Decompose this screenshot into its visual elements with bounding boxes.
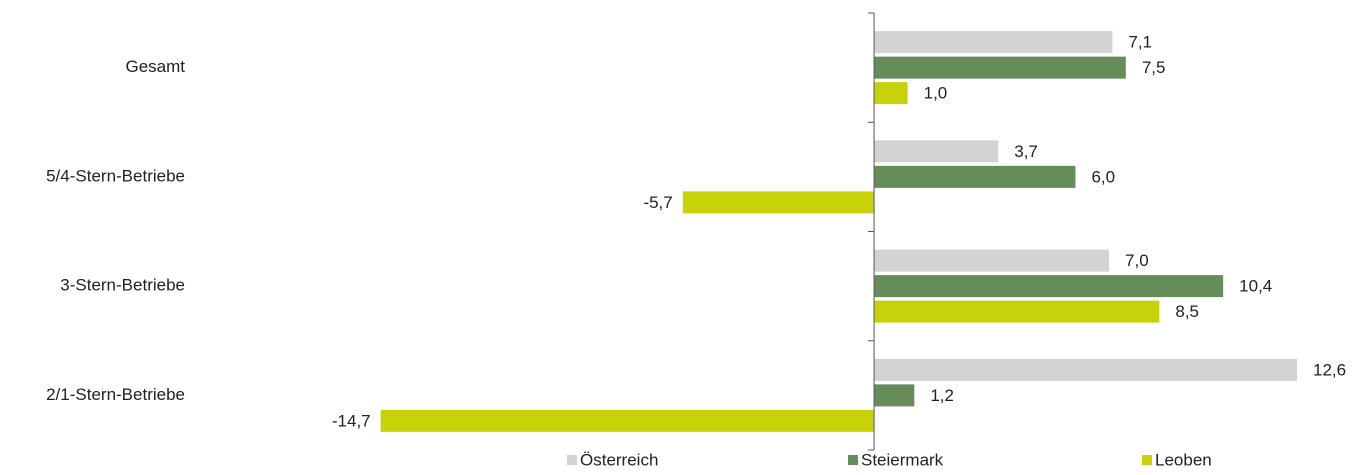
value-label: 3,7 [1014, 142, 1038, 161]
value-label: -14,7 [332, 411, 371, 430]
value-label: -5,7 [643, 193, 672, 212]
value-label: 1,2 [930, 386, 954, 405]
y-tick-label: 5/4-Stern-Betriebe [46, 166, 185, 185]
bar [682, 191, 875, 214]
bar [874, 56, 1126, 79]
value-label: 10,4 [1239, 277, 1272, 296]
legend-label: Steiermark [861, 450, 944, 469]
value-label: 6,0 [1091, 167, 1115, 186]
legend-label: Leoben [1155, 450, 1212, 469]
legend-swatch [848, 455, 858, 465]
bar [874, 249, 1110, 272]
legend-swatch [1142, 455, 1152, 465]
legend-swatch [567, 455, 577, 465]
y-tick-label: 3-Stern-Betriebe [60, 276, 185, 295]
bar [874, 384, 915, 407]
bar [874, 165, 1076, 188]
bar [874, 300, 1160, 323]
value-label: 7,0 [1125, 251, 1149, 270]
bar [874, 275, 1224, 298]
legend-label: Österreich [580, 450, 658, 469]
y-tick-label: 2/1-Stern-Betriebe [46, 385, 185, 404]
bar [874, 140, 999, 163]
value-label: 8,5 [1175, 302, 1199, 321]
value-label: 7,5 [1142, 58, 1166, 77]
bar [874, 31, 1113, 54]
y-tick-label: Gesamt [125, 57, 185, 76]
bar [874, 358, 1298, 381]
bar [380, 409, 875, 432]
value-label: 7,1 [1128, 33, 1152, 52]
value-label: 1,0 [924, 84, 948, 103]
value-label: 12,6 [1313, 360, 1346, 379]
bar [874, 82, 908, 105]
